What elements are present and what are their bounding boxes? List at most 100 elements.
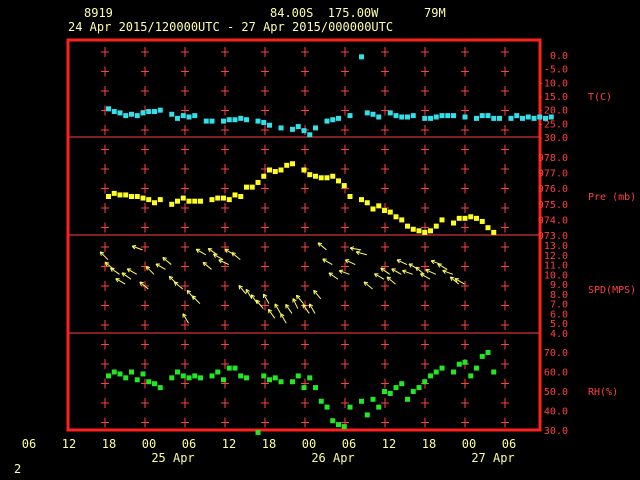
y-tick-label: 13.0: [544, 241, 568, 252]
wind-arrow-shaft: [454, 278, 465, 285]
data-point: [129, 111, 134, 117]
data-point: [370, 111, 376, 117]
data-point: [244, 375, 249, 381]
station-location: 84.00S 175.00W: [270, 6, 379, 20]
wind-arrow-shaft: [350, 247, 362, 251]
wind-arrow-shaft: [110, 267, 120, 275]
wind-arrow-shaft: [174, 281, 184, 290]
data-point: [410, 113, 416, 119]
data-point: [433, 223, 439, 229]
wind-arrow-shaft: [145, 266, 155, 275]
data-point: [405, 396, 410, 402]
wind-arrow-head: [195, 249, 199, 253]
y-tick-label: 40.0: [544, 407, 568, 418]
wind-arrow-head: [386, 276, 392, 279]
wind-arrow-head: [285, 303, 290, 307]
data-point: [152, 109, 157, 115]
data-point: [433, 369, 439, 375]
wind-arrow-shaft: [420, 273, 431, 280]
page-number: 2: [14, 462, 22, 476]
data-point: [456, 361, 462, 367]
data-point: [226, 365, 232, 371]
y-tick-label: -15.0: [538, 92, 568, 103]
y-tick-label: 4.0: [550, 329, 568, 340]
wind-arrow-head: [313, 289, 318, 293]
data-point: [232, 192, 238, 198]
data-point: [226, 197, 232, 203]
x-tick-label: 06: [342, 437, 356, 451]
wind-arrow-head: [442, 270, 446, 274]
wind-arrow-shaft: [450, 276, 460, 285]
data-point: [422, 115, 428, 121]
data-point: [157, 107, 163, 113]
data-point: [324, 404, 330, 410]
data-point: [439, 365, 445, 371]
wind-arrow-head: [224, 249, 228, 253]
data-point: [255, 429, 261, 435]
data-point: [330, 117, 336, 123]
data-point: [169, 111, 175, 117]
wind-arrow-shaft: [191, 295, 201, 305]
x-tick-label: 00: [302, 437, 316, 451]
data-point: [307, 375, 313, 381]
wind-arrow-head: [213, 253, 216, 258]
y-tick-label: 5.0: [550, 319, 568, 330]
wind-arrow-head: [363, 281, 369, 284]
wind-arrow-head: [238, 285, 241, 290]
wind-arrow-head: [110, 267, 113, 272]
wind-arrow-shaft: [162, 257, 172, 265]
data-point: [410, 389, 416, 394]
data-point: [330, 173, 336, 179]
data-point: [341, 424, 347, 430]
wind-arrow-head: [192, 295, 197, 298]
wind-arrow-shaft: [99, 251, 109, 261]
wind-arrow-head: [202, 262, 205, 267]
wind-arrow-shaft: [139, 281, 149, 290]
wind-arrow-head: [255, 300, 258, 305]
data-point: [376, 203, 382, 209]
data-point: [180, 373, 186, 379]
data-point: [140, 110, 146, 116]
wind-arrow-head: [386, 276, 389, 281]
x-tick-label: 06: [182, 437, 196, 451]
wind-arrow-shaft: [155, 263, 166, 270]
data-point: [186, 375, 192, 381]
y-tick-label: 978.0: [538, 153, 568, 164]
data-point: [445, 113, 451, 119]
data-point: [313, 125, 318, 131]
x-tick-label: 18: [102, 437, 116, 451]
data-point: [192, 113, 198, 119]
wind-arrow-shaft: [302, 304, 310, 314]
wind-arrow-shaft: [363, 281, 373, 290]
data-point: [531, 115, 537, 121]
wind-arrow-shaft: [202, 261, 212, 270]
y-tick-label: -30.0: [538, 133, 568, 144]
wind-arrow-head: [309, 303, 314, 307]
wind-arrow-shaft: [391, 268, 402, 275]
wind-arrow-shaft: [121, 272, 132, 280]
data-point: [479, 113, 485, 119]
data-point: [543, 115, 548, 121]
wind-arrow-head: [355, 251, 360, 256]
wind-arrow-head: [442, 269, 447, 272]
data-point: [209, 373, 215, 379]
data-point: [140, 371, 146, 377]
wind-arrow-head: [146, 266, 151, 269]
wind-arrow-head: [202, 261, 208, 264]
data-point: [169, 375, 175, 381]
data-point: [198, 198, 203, 204]
wind-arrow-shaft: [374, 273, 385, 280]
data-point: [439, 217, 445, 223]
wind-arrow-head: [317, 242, 323, 245]
wind-arrow-head: [231, 252, 234, 257]
data-point: [428, 115, 433, 121]
wind-arrow-head: [139, 281, 142, 286]
data-point: [117, 110, 123, 116]
data-point: [267, 167, 272, 173]
data-point: [111, 190, 117, 196]
data-point: [347, 194, 353, 199]
y-tick-label: 975.0: [538, 200, 568, 211]
data-point: [290, 161, 295, 167]
x-tick-label: 18: [422, 437, 436, 451]
data-point: [232, 117, 238, 123]
